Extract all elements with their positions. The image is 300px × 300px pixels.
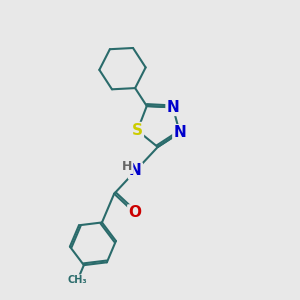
Text: N: N [167, 100, 179, 115]
Text: N: N [129, 164, 142, 178]
Text: CH₃: CH₃ [68, 275, 87, 285]
Text: N: N [173, 125, 186, 140]
Text: S: S [132, 123, 143, 138]
Text: H: H [122, 160, 132, 173]
Text: O: O [128, 206, 141, 220]
